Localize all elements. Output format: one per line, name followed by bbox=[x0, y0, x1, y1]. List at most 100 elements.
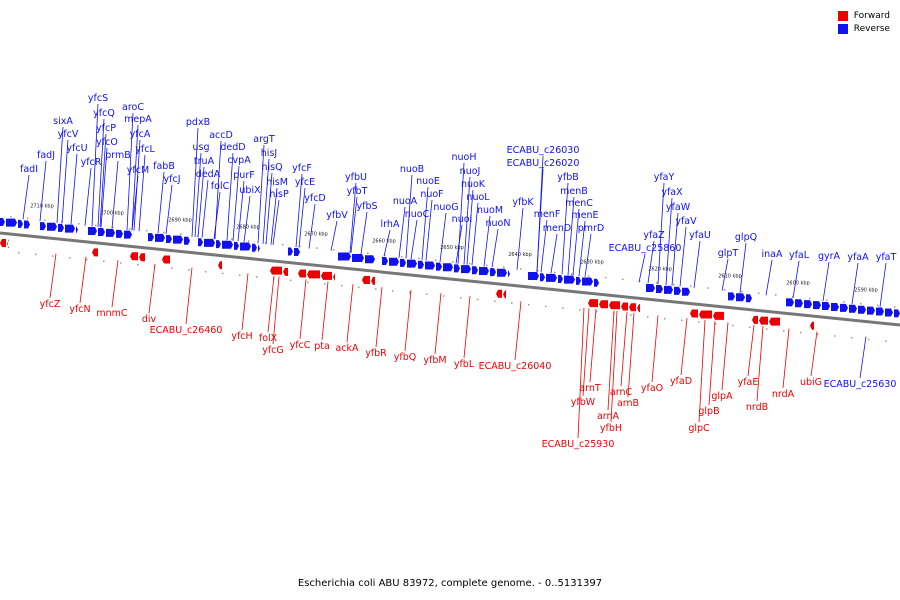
track-dot bbox=[520, 268, 522, 270]
reverse-gene-label: yfcV bbox=[58, 129, 79, 140]
reverse-gene-label: yfaV bbox=[675, 216, 697, 227]
reverse-gene bbox=[352, 253, 364, 262]
track-dot bbox=[35, 253, 37, 256]
reverse-gene-leader bbox=[165, 184, 173, 235]
track-dot bbox=[605, 276, 607, 279]
track-dot bbox=[571, 273, 573, 275]
track-dot bbox=[503, 266, 505, 268]
tick-label: 2630 kbp bbox=[580, 260, 604, 266]
reverse-gene bbox=[294, 248, 300, 257]
reverse-gene-leader bbox=[463, 176, 471, 265]
reverse-gene-label: yfcP bbox=[96, 123, 116, 134]
tick-label: 2700 kbp bbox=[100, 210, 124, 216]
track-dot bbox=[537, 269, 539, 272]
reverse-gene bbox=[106, 228, 115, 237]
reverse-gene-leader bbox=[584, 233, 592, 277]
forward-gene bbox=[503, 290, 506, 299]
reverse-gene bbox=[576, 276, 581, 285]
forward-gene-leader bbox=[620, 312, 628, 387]
reverse-gene bbox=[876, 307, 884, 316]
track-dot bbox=[545, 305, 547, 308]
forward-gene bbox=[629, 303, 636, 312]
reverse-gene-label: glpT bbox=[718, 248, 739, 259]
forward-gene-leader bbox=[346, 284, 354, 343]
reverse-gene bbox=[166, 234, 172, 243]
reverse-gene-label: nuoM bbox=[477, 205, 503, 216]
reverse-gene bbox=[454, 264, 460, 273]
forward-gene-label: ackA bbox=[335, 343, 359, 354]
forward-gene bbox=[621, 302, 628, 311]
track-dot bbox=[792, 295, 794, 298]
reverse-gene-label: mepA bbox=[124, 114, 152, 125]
track-dot bbox=[766, 328, 768, 330]
reverse-gene bbox=[582, 277, 593, 286]
reverse-gene-leader bbox=[765, 259, 773, 296]
forward-gene-leader bbox=[272, 276, 280, 345]
reverse-gene-leader bbox=[792, 260, 800, 299]
forward-gene-leader bbox=[148, 263, 156, 314]
reverse-gene bbox=[124, 230, 132, 239]
forward-gene bbox=[599, 300, 608, 309]
legend-reverse-label: Reverse bbox=[853, 23, 890, 34]
reverse-gene bbox=[0, 218, 5, 226]
track-dot bbox=[851, 336, 853, 339]
reverse-gene bbox=[116, 229, 123, 238]
reverse-gene-leader bbox=[226, 152, 234, 241]
track-dot bbox=[741, 290, 743, 293]
reverse-gene-label: lrhA bbox=[381, 219, 400, 230]
track-dot bbox=[367, 252, 369, 255]
forward-gene bbox=[637, 304, 640, 313]
track-dot bbox=[392, 290, 394, 292]
track-dot bbox=[656, 282, 658, 284]
forward-gene-leader bbox=[185, 267, 193, 325]
track-dot bbox=[758, 292, 760, 294]
reverse-gene-leader bbox=[349, 182, 357, 253]
reverse-gene bbox=[867, 306, 875, 315]
reverse-gene-label: folC bbox=[211, 181, 230, 192]
forward-gene bbox=[333, 273, 335, 282]
forward-gene bbox=[752, 315, 758, 324]
reverse-gene-label: dedA bbox=[196, 169, 221, 180]
track-dot bbox=[341, 284, 343, 287]
forward-gene-leader bbox=[698, 320, 706, 423]
tick-label: 2680 kbp bbox=[236, 224, 260, 230]
track-dot bbox=[477, 298, 479, 301]
forward-gene-label: ubiG bbox=[800, 377, 822, 388]
reverse-gene-label: yfbT bbox=[347, 186, 368, 197]
reverse-gene bbox=[382, 257, 388, 266]
forward-gene-label: arnC bbox=[610, 387, 633, 398]
track-dot bbox=[103, 260, 105, 263]
reverse-gene bbox=[594, 278, 599, 287]
reverse-gene bbox=[58, 223, 64, 232]
reverse-gene bbox=[558, 275, 563, 284]
reverse-gene-label: prmB bbox=[105, 150, 131, 161]
reverse-gene-leader bbox=[197, 166, 205, 238]
reverse-swatch bbox=[837, 23, 848, 34]
forward-gene-leader bbox=[375, 287, 383, 348]
reverse-gene-label: yfcM bbox=[127, 165, 149, 176]
reverse-gene-label: pdxB bbox=[186, 117, 210, 128]
track-dot bbox=[239, 274, 241, 276]
reverse-gene-label: yfaL bbox=[789, 250, 810, 261]
forward-gene-leader bbox=[404, 289, 412, 352]
reverse-gene-label: ubiX bbox=[239, 185, 261, 196]
forward-gene-label: glpB bbox=[698, 406, 719, 417]
reverse-gene-label: yfbB bbox=[557, 172, 579, 183]
reverse-gene-leader bbox=[237, 180, 245, 242]
track-dot bbox=[78, 222, 80, 225]
reverse-gene-leader bbox=[131, 175, 139, 231]
forward-gene-leader bbox=[267, 275, 275, 333]
track-dot bbox=[834, 335, 836, 337]
forward-gene-label: yfaE bbox=[738, 377, 759, 388]
reverse-gene-label: fabB bbox=[153, 161, 175, 172]
forward-gene bbox=[810, 321, 814, 330]
forward-gene-leader bbox=[859, 336, 867, 379]
reverse-gene-leader bbox=[455, 224, 463, 264]
reverse-gene-leader bbox=[191, 127, 199, 237]
legend: Forward Reverse bbox=[837, 9, 890, 35]
reverse-gene bbox=[288, 247, 293, 256]
forward-gene-leader bbox=[463, 296, 471, 359]
track-dot bbox=[698, 321, 700, 323]
reverse-gene-label: yfaW bbox=[666, 202, 691, 213]
